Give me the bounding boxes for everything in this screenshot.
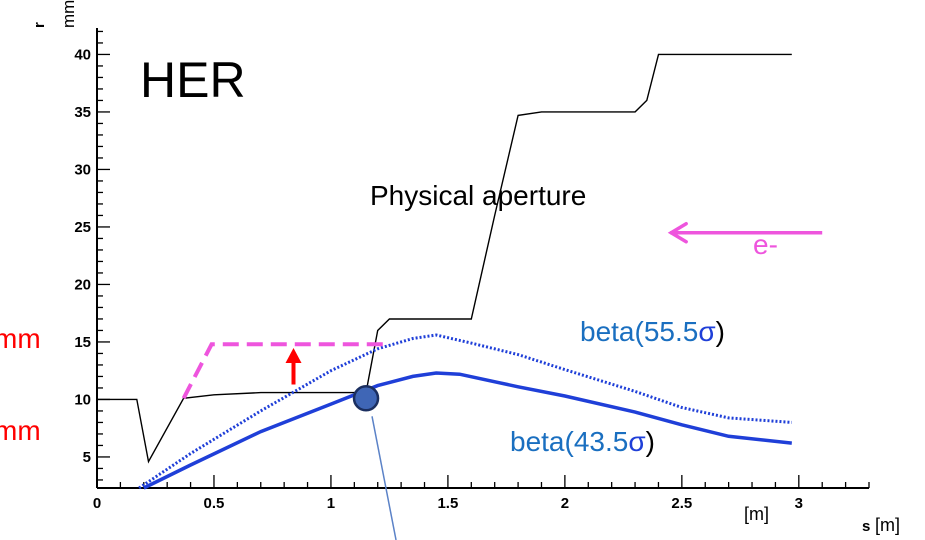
beta-outer-label-prefix: beta(55.5 [580,316,698,347]
x-tick-label: 1.5 [437,495,458,512]
y-axis-unit: mm [59,0,78,28]
proposed-aperture-dashed-line [181,342,390,400]
left-red-label-bottom: mm [0,415,41,446]
y-tick-label: 15 [74,334,91,351]
y-tick-label: 20 [74,276,91,293]
beta-inner-label-close: ) [646,426,655,457]
series-physical-aperture-line [97,53,792,464]
physical-aperture-label: Physical aperture [370,180,586,211]
y-tick-label: 40 [74,46,91,63]
series-group [97,53,792,490]
left-red-label-top: mm [0,323,41,354]
aperture-contact-marker [352,385,380,412]
series-beta-55-5-sigma-line [138,333,792,490]
marker-pointer-line [371,416,397,540]
chart-title: HER [140,52,246,108]
x-tick-label: 2.5 [671,495,692,512]
raise-arrow-head [285,348,302,363]
y-tick-label: 5 [83,449,91,466]
x-tick-label: 0 [93,495,101,512]
x-tick-label: 0.5 [204,495,225,512]
beta-outer-label: beta(55.5σ) [580,316,725,347]
x-ticks: 0 0.5 1 1.5 2 2.5 3 [93,475,870,512]
x-tick-label: 2 [561,495,569,512]
beam-arrow-head [667,221,688,244]
series-beta-43-5-sigma-line [143,371,792,490]
beam-label: e- [753,229,778,260]
x-axis-label: s [862,518,870,535]
x-tick-label: 3 [795,495,803,512]
x-tick-label: 1 [327,495,335,512]
y-tick-label: 25 [74,219,91,236]
y-tick-label: 35 [74,104,91,121]
annotations-group [285,221,823,540]
beta-outer-label-sigma: σ [698,316,715,347]
beta-inner-label: beta(43.5σ) [510,426,655,457]
y-ticks: 5 10 15 20 25 30 35 40 [74,30,110,481]
beta-inner-label-sigma: σ [628,426,645,457]
x-axis-secondary-unit: [m] [744,504,769,524]
y-tick-label: 30 [74,161,91,178]
y-tick-label: 10 [74,391,91,408]
y-axis-label: r [31,22,48,28]
beta-inner-label-prefix: beta(43.5 [510,426,628,457]
x-axis-unit: [m] [875,515,900,535]
beta-outer-label-close: ) [716,316,725,347]
